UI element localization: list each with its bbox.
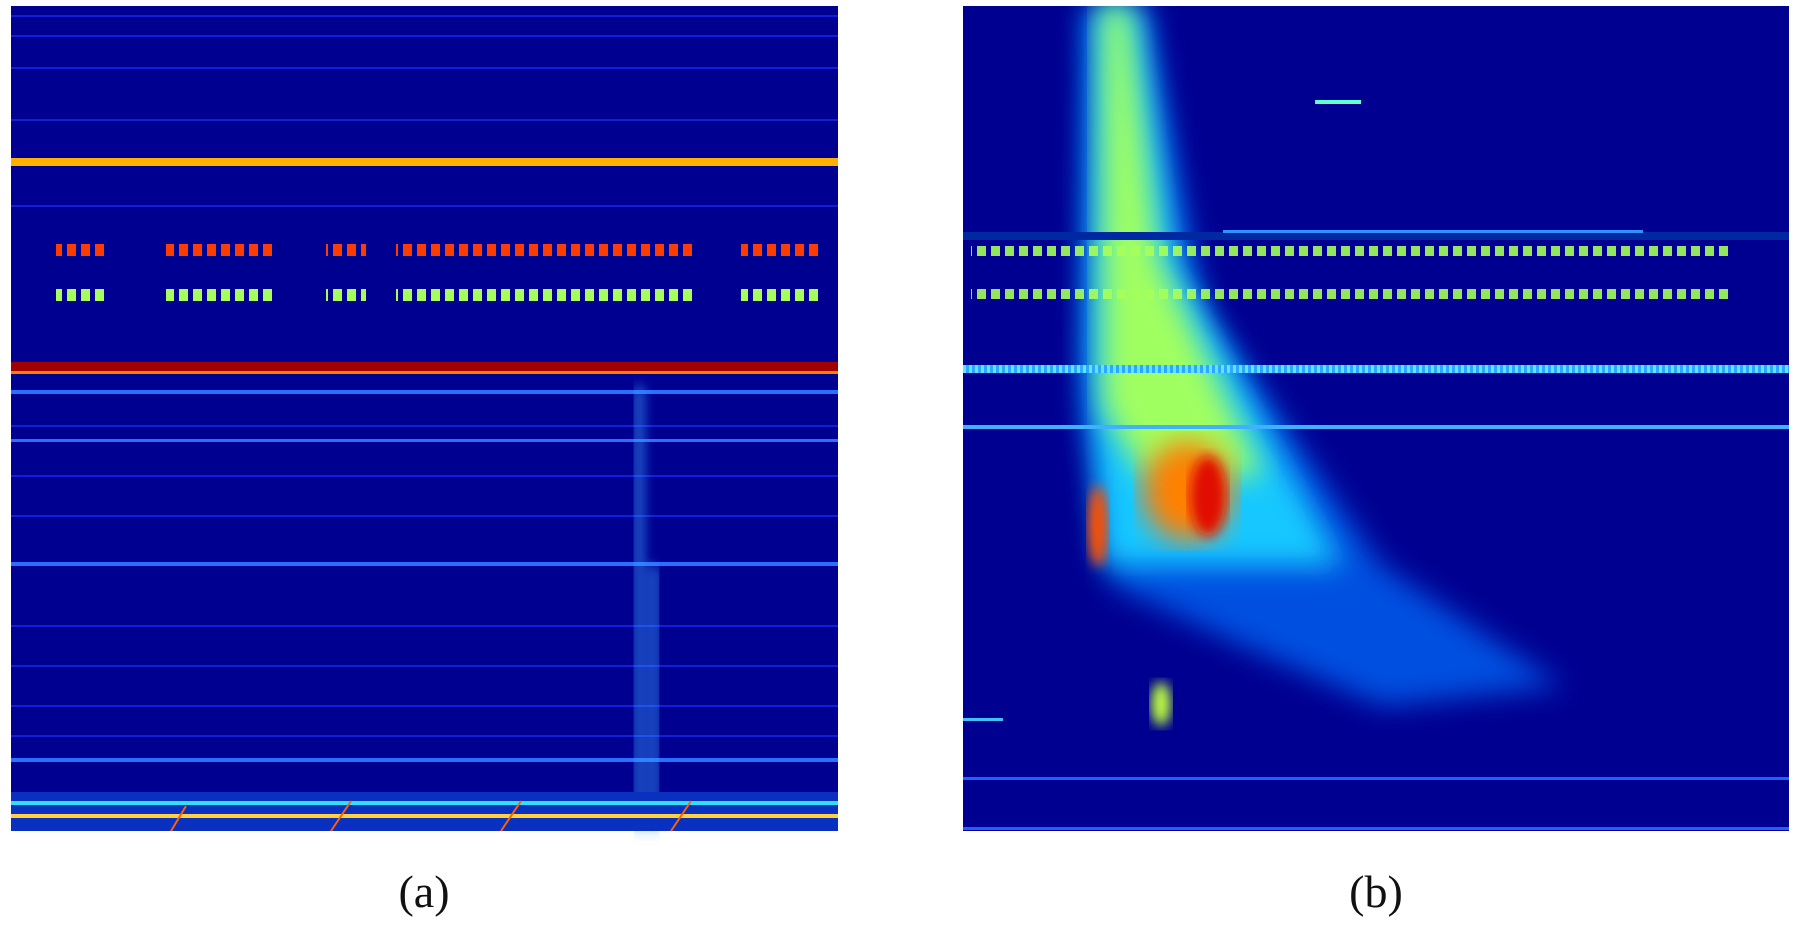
- heatmap-a: [11, 6, 838, 832]
- figure: [11, 6, 1789, 832]
- heatmap-b: [963, 6, 1789, 831]
- caption: (a): [398, 866, 450, 917]
- caption: (b): [1349, 866, 1403, 917]
